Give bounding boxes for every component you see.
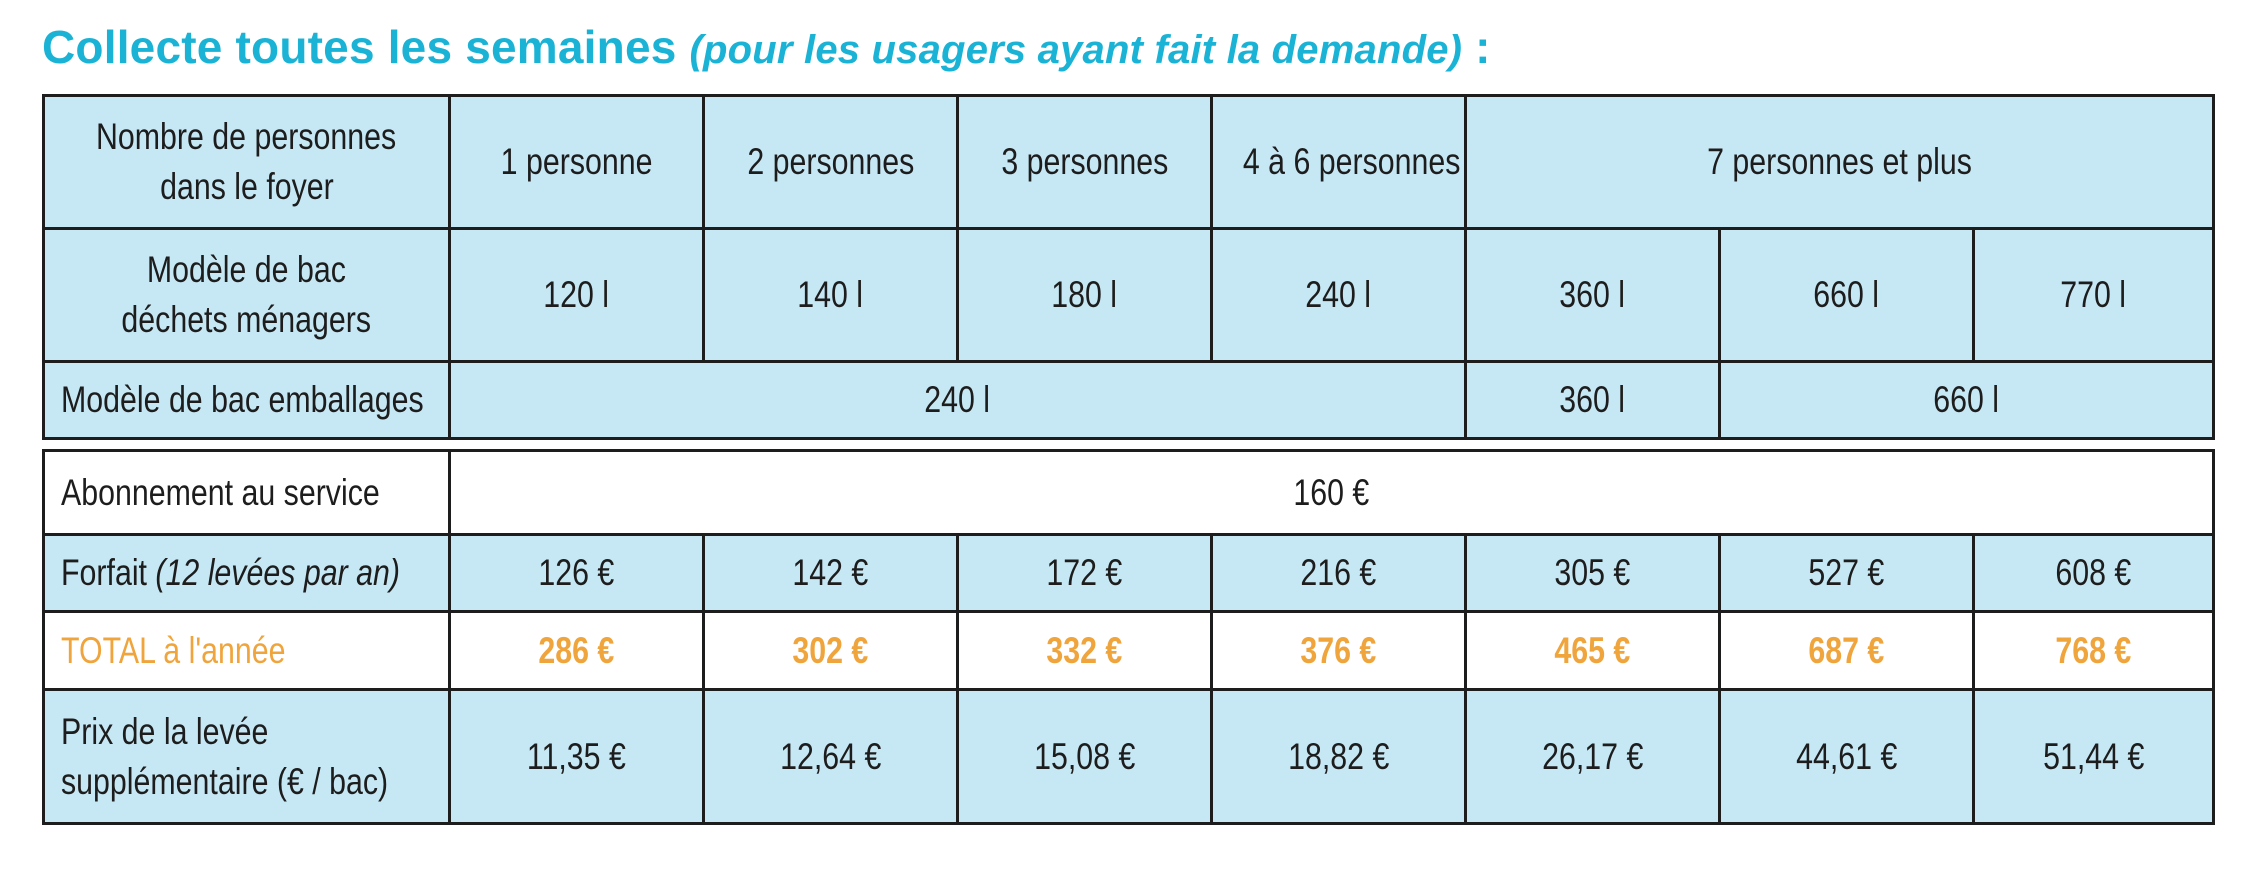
title-subtitle: (pour les usagers ayant fait la demande) [689, 28, 1463, 72]
table-row-persons: Nombre de personnes dans le foyer 1 perso… [42, 94, 2216, 230]
bac-emballages-cell: 360 l [1464, 360, 1721, 440]
total-cell: 768 € [1971, 610, 2216, 691]
bac-dechets-cell: 770 l [1971, 227, 2216, 363]
persons-label-line-1: Nombre de personnes [96, 116, 397, 157]
forfait-cell: 126 € [448, 533, 705, 613]
levee-label-cell: Prix de la levée supplémentaire (€ / bac) [42, 688, 451, 825]
table-row-bac-emballages: Modèle de bac emballages 240 l 360 l 660… [42, 360, 2216, 440]
persons-label-line-2: dans le foyer [159, 166, 334, 207]
persons-cell: 2 personnes [702, 94, 959, 230]
forfait-cell: 216 € [1210, 533, 1467, 613]
forfait-label: Forfait [61, 552, 147, 593]
forfait-cell: 305 € [1464, 533, 1721, 613]
levee-label-line-2: supplémentaire (€ / bac) [61, 760, 389, 802]
total-cell: 302 € [702, 610, 959, 691]
table-row-bac-dechets: Modèle de bac déchets ménagers 120 l 140 … [42, 227, 2216, 363]
forfait-label-note: (12 levées par an) [155, 552, 400, 593]
persons-cell: 3 personnes [956, 94, 1213, 230]
forfait-cell: 608 € [1971, 533, 2216, 613]
bac-dechets-label-line-2: déchets ménagers [121, 299, 372, 340]
forfait-cell: 172 € [956, 533, 1213, 613]
title-suffix: : [1462, 21, 1491, 73]
pricing-table: Abonnement au service 160 € Forfait (12 … [42, 449, 2216, 825]
bac-dechets-cell: 180 l [956, 227, 1213, 363]
total-cell: 465 € [1464, 610, 1721, 691]
table-row-abonnement: Abonnement au service 160 € [42, 449, 2216, 536]
persons-cell: 4 à 6 personnes [1210, 94, 1467, 230]
bac-dechets-cell: 660 l [1718, 227, 1975, 363]
table-row-total: TOTAL à l'année 286 € 302 € 332 € 376 € … [42, 610, 2216, 691]
bac-emballages-label-cell: Modèle de bac emballages [42, 360, 451, 440]
bac-dechets-cell: 140 l [702, 227, 959, 363]
levee-cell: 51,44 € [1971, 688, 2216, 825]
abonnement-label-cell: Abonnement au service [42, 449, 451, 536]
persons-cell: 1 personne [448, 94, 705, 230]
total-cell: 376 € [1210, 610, 1467, 691]
total-cell: 687 € [1718, 610, 1975, 691]
levee-cell: 44,61 € [1718, 688, 1975, 825]
total-cell: 286 € [448, 610, 705, 691]
forfait-cell: 142 € [702, 533, 959, 613]
bac-dechets-cell: 360 l [1464, 227, 1721, 363]
bac-dechets-cell: 240 l [1210, 227, 1467, 363]
bac-emballages-cell: 660 l [1717, 360, 2216, 440]
table-row-levee: Prix de la levée supplémentaire (€ / bac)… [42, 688, 2216, 825]
levee-cell: 26,17 € [1464, 688, 1721, 825]
bac-dechets-label-cell: Modèle de bac déchets ménagers [42, 227, 451, 363]
persons-label-cell: Nombre de personnes dans le foyer [42, 94, 451, 230]
levee-cell: 18,82 € [1210, 688, 1467, 825]
levee-label-line-1: Prix de la levée [61, 710, 269, 752]
abonnement-value-cell: 160 € [447, 449, 2216, 536]
bac-dechets-cell: 120 l [448, 227, 705, 363]
total-cell: 332 € [956, 610, 1213, 691]
container-sizes-table: Nombre de personnes dans le foyer 1 perso… [42, 94, 2216, 440]
bac-emballages-cell: 240 l [448, 360, 1467, 440]
title-main: Collecte toutes les semaines [42, 21, 677, 73]
bac-dechets-label-line-1: Modèle de bac [146, 249, 347, 290]
levee-cell: 11,35 € [448, 688, 705, 825]
levee-cell: 12,64 € [702, 688, 959, 825]
persons-cell: 7 personnes et plus [1463, 94, 2216, 230]
total-label-cell: TOTAL à l'année [42, 610, 451, 691]
forfait-cell: 527 € [1718, 533, 1975, 613]
forfait-label-cell: Forfait (12 levées par an) [42, 533, 451, 613]
page-title: Collecte toutes les semaines (pour les u… [42, 18, 1491, 79]
levee-cell: 15,08 € [956, 688, 1213, 825]
table-row-forfait: Forfait (12 levées par an) 126 € 142 € 1… [42, 533, 2216, 613]
